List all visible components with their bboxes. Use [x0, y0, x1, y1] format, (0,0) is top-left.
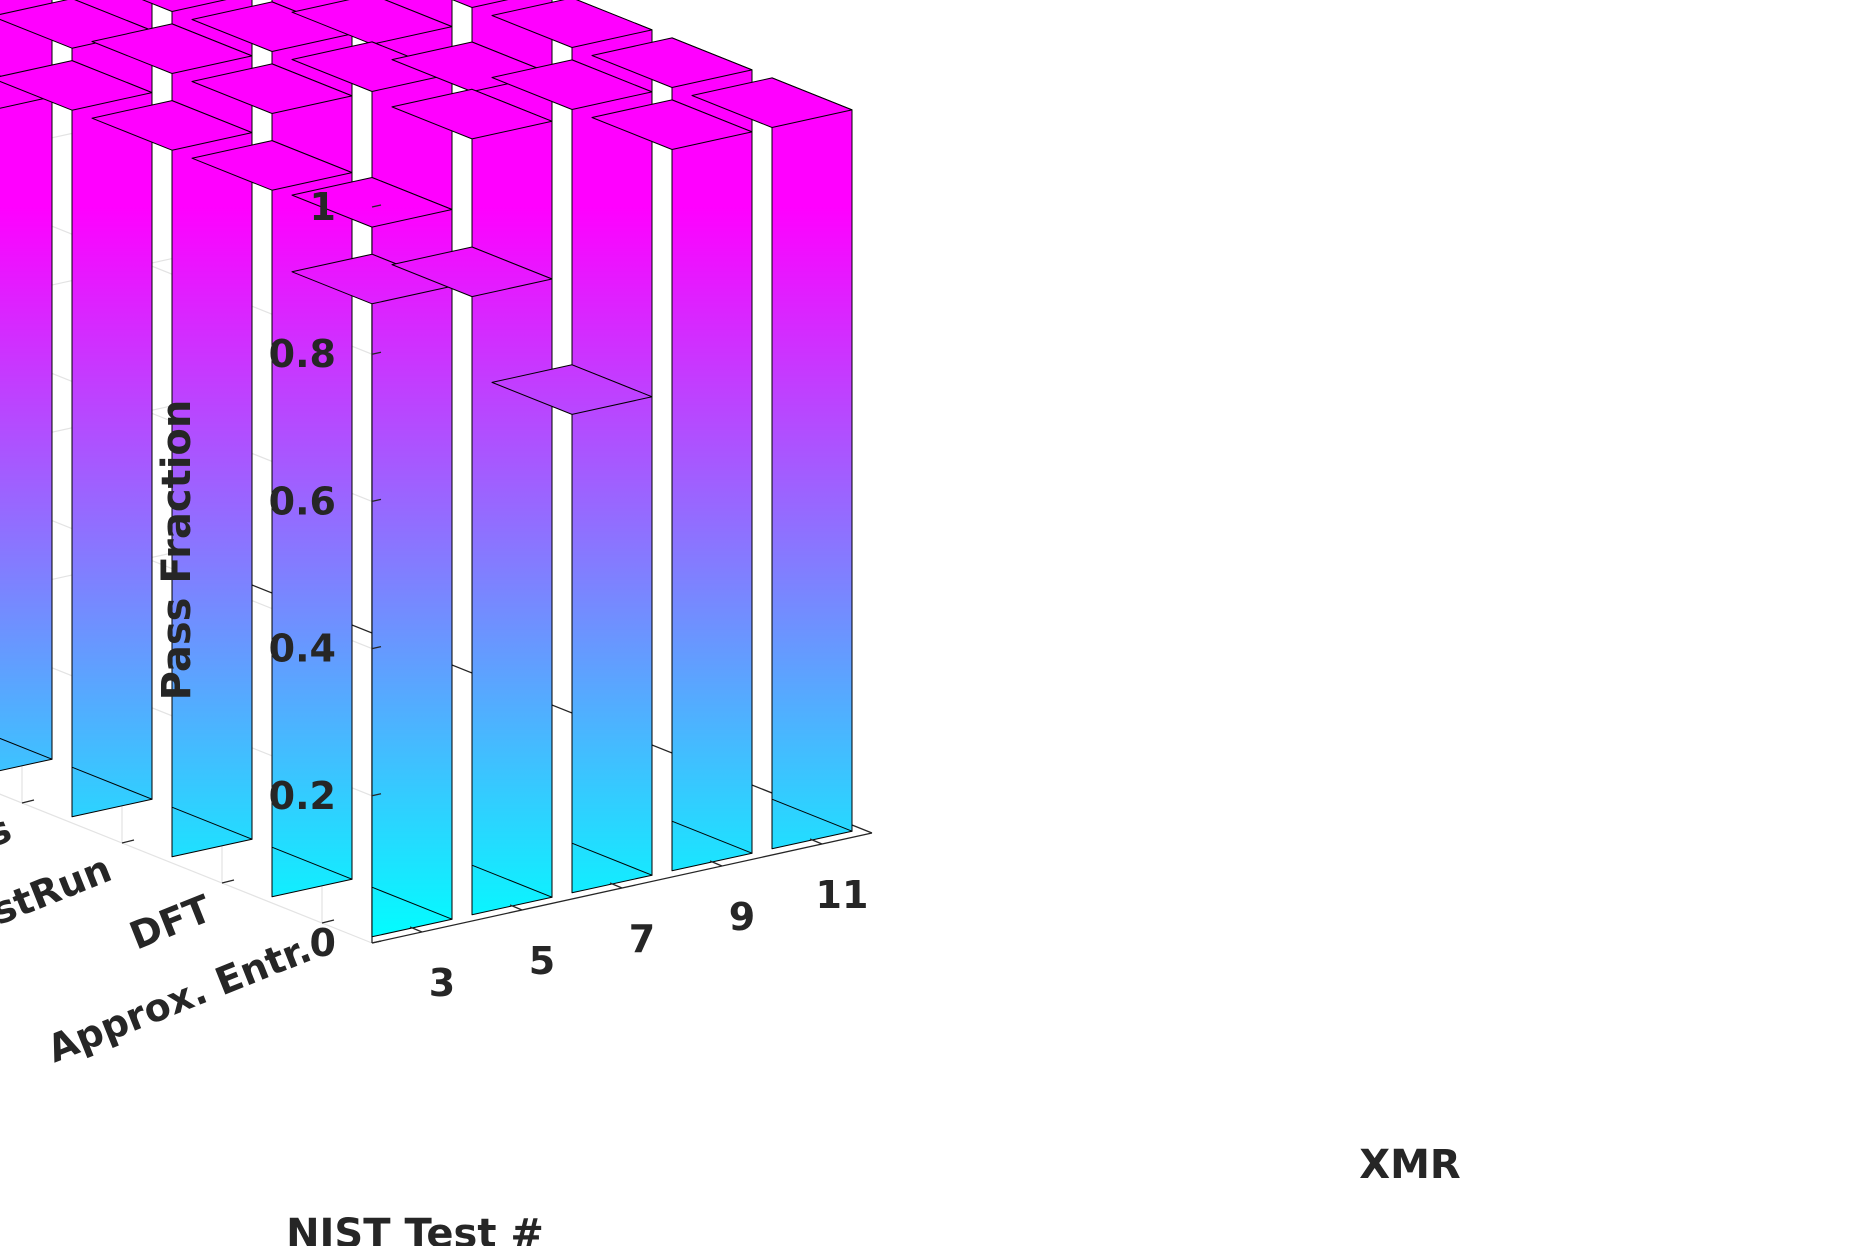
bar	[391, 246, 553, 916]
bar-top-face	[191, 63, 353, 114]
bar	[91, 100, 253, 858]
y-tick-label: DFT	[124, 886, 218, 958]
bar-top-face	[0, 60, 153, 111]
z-tick-mark	[371, 793, 382, 797]
y-tick-label: Approx. Entr.	[41, 927, 317, 1072]
z-tick-mark	[371, 940, 382, 944]
x-tick-label: 11	[816, 873, 869, 917]
y-tick-label: Runs	[0, 807, 17, 887]
bar-top-face	[91, 100, 253, 151]
y-tick-mark	[121, 839, 135, 844]
bar-side-face	[71, 60, 153, 800]
bar-top-face	[491, 364, 653, 415]
x-tick-label: 5	[529, 939, 555, 983]
bar-top-face	[451, 0, 509, 8]
bar-side-face	[371, 253, 453, 920]
bar-top-face	[591, 99, 753, 150]
bar-top-face	[491, 59, 653, 110]
bar-top-face	[391, 88, 553, 140]
z-tick-mark	[371, 645, 382, 650]
y-tick-mark	[321, 919, 335, 924]
z-tick-mark	[371, 351, 382, 355]
z-tick-label: 0.4	[269, 627, 336, 671]
x-tick-label: 7	[629, 917, 655, 961]
z-tick-label: 0.2	[269, 774, 336, 818]
z-tick-label: 0.8	[269, 332, 336, 376]
bar-side-face	[671, 99, 753, 854]
x-axis-title: XMR	[1359, 1142, 1460, 1188]
bar	[291, 253, 453, 938]
z-tick-mark	[371, 204, 382, 208]
bar-top-face	[91, 23, 253, 74]
z-tick-label: 0.6	[269, 479, 336, 523]
bar	[191, 140, 353, 898]
bar	[0, 60, 153, 818]
bar-top-face	[291, 253, 453, 305]
bar-side-face	[471, 246, 553, 898]
bar	[0, 75, 53, 772]
bar-top-face	[391, 246, 553, 298]
z-axis-title: Pass Fraction	[154, 400, 200, 701]
y-tick-mark	[221, 879, 235, 884]
y-axis-title: NIST Test #	[286, 1211, 544, 1246]
x-tick-label: 9	[729, 895, 755, 939]
z-tick-mark	[371, 498, 382, 503]
bar	[491, 364, 653, 894]
x-tick-label: 3	[429, 961, 455, 1005]
x-tick-mark	[609, 882, 623, 889]
bar-side-face	[571, 364, 653, 876]
x-tick-mark	[709, 860, 723, 867]
bar-top-face	[291, 177, 453, 228]
bar-side-face	[0, 75, 53, 760]
chart-bars	[0, 0, 853, 938]
bar	[591, 99, 753, 872]
bar-top-face	[591, 37, 753, 88]
bar-top-face	[291, 41, 453, 92]
bar-top-face	[191, 140, 353, 191]
bar-top-face	[291, 0, 453, 45]
x-tick-mark	[509, 904, 523, 911]
x-tick-mark	[409, 926, 423, 933]
bar-top-face	[491, 0, 653, 48]
y-tick-label: LongestRun	[0, 847, 117, 982]
z-tick-label: 0	[310, 921, 336, 965]
bar	[691, 77, 853, 850]
bar-top-face	[141, 0, 227, 12]
y-tick-mark	[21, 799, 35, 804]
bar-top-face	[191, 1, 353, 52]
bar-side-face	[771, 77, 853, 832]
x-tick-mark	[809, 838, 823, 845]
bar-top-face	[691, 77, 853, 128]
z-tick-label: 1	[310, 185, 336, 229]
